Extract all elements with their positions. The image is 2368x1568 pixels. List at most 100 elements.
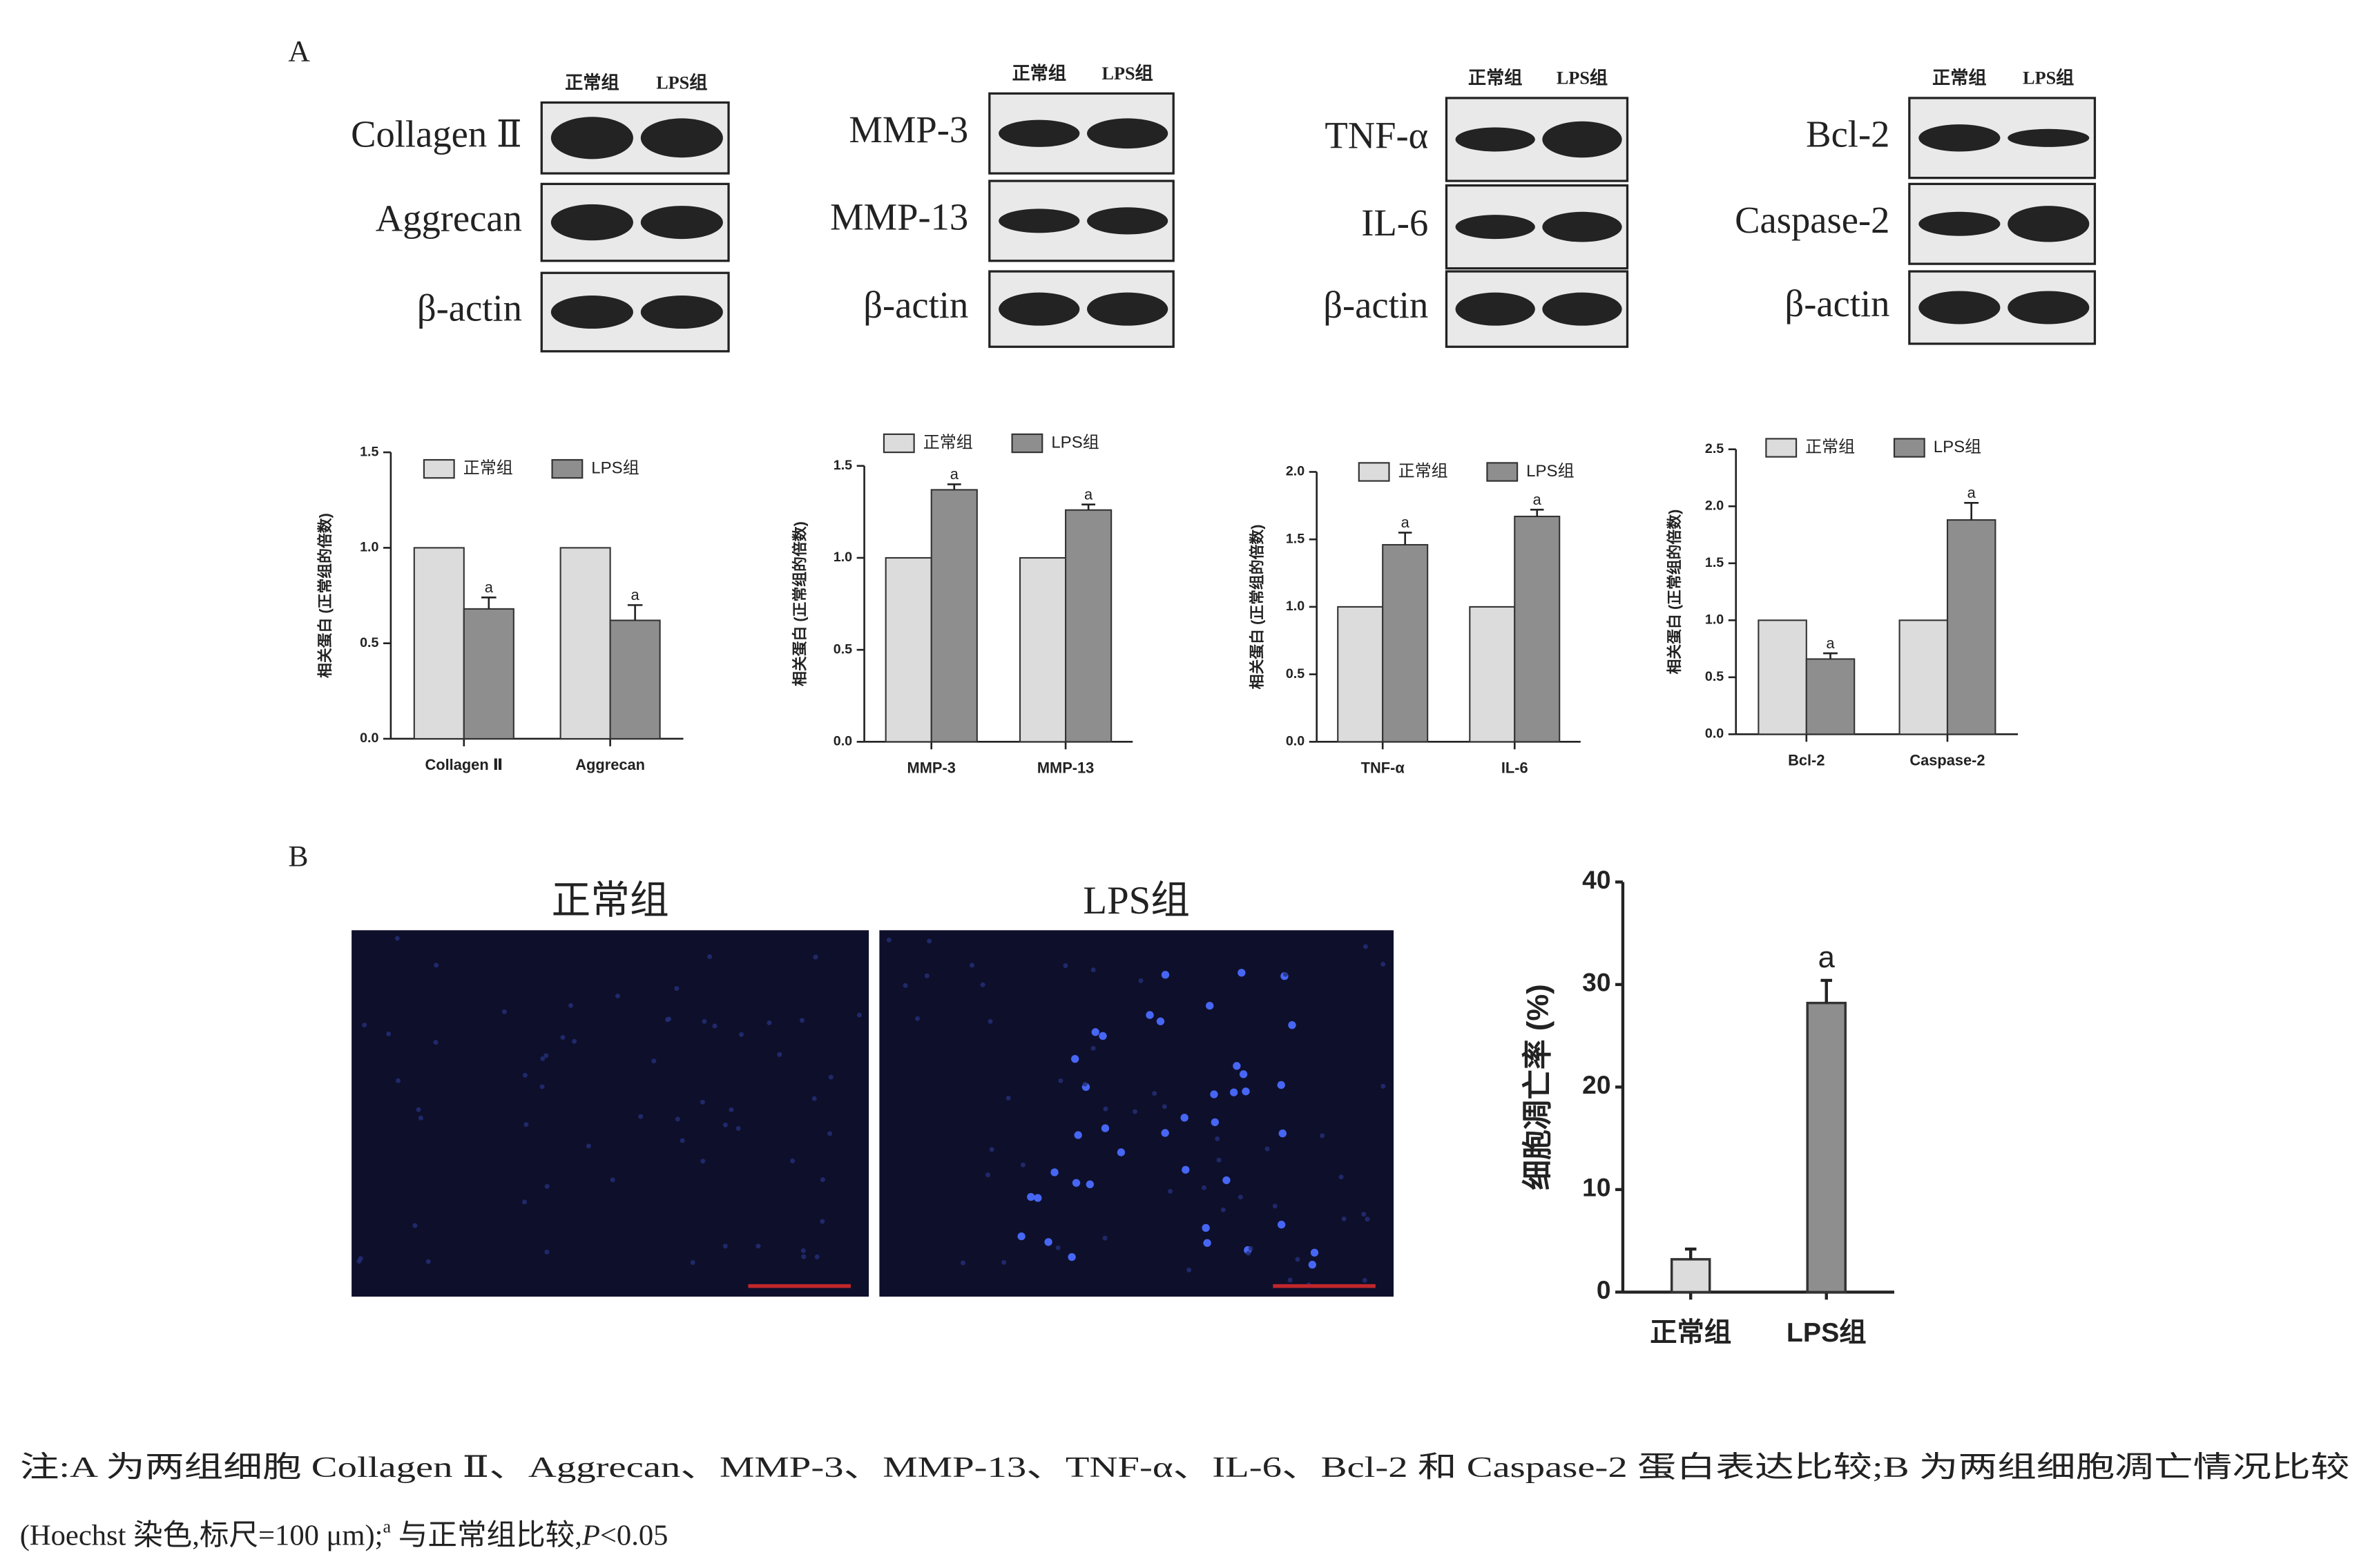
bar	[1898, 619, 1949, 735]
nucleus	[1278, 1129, 1287, 1138]
nucleus	[675, 1116, 680, 1122]
blot-band	[1542, 211, 1622, 242]
y-axis-label: 相关蛋白 (正常组的倍数)	[791, 521, 809, 686]
nucleus	[1058, 1078, 1063, 1083]
y-tick-label: 1.0	[1705, 612, 1724, 628]
image-title: 正常组	[551, 879, 668, 922]
nucleus	[638, 1114, 644, 1119]
nucleus	[820, 1177, 825, 1183]
error-bar	[1964, 502, 1979, 521]
nucleus	[1277, 1081, 1285, 1090]
nucleus	[988, 1018, 993, 1024]
blot-band	[1087, 118, 1168, 149]
y-axis-label: 细胞凋亡率 (%)	[1521, 984, 1554, 1190]
y-tick-label: 2.0	[1705, 498, 1724, 513]
nucleus	[1222, 1176, 1231, 1185]
nucleus	[523, 1122, 529, 1127]
nucleus	[1380, 1083, 1386, 1089]
nucleus	[1156, 1017, 1165, 1025]
error-bar	[1398, 532, 1412, 545]
lane-label: 正常组	[565, 72, 619, 93]
bar	[930, 489, 978, 743]
y-tick-label: 1.5	[1286, 531, 1305, 546]
x-tick-label: 正常组	[1650, 1317, 1731, 1348]
nucleus	[735, 1125, 741, 1131]
protein-label: Caspase-2	[1735, 199, 1889, 241]
nucleus	[813, 954, 818, 960]
legend-label: 正常组	[923, 433, 973, 452]
blot-band	[640, 118, 723, 158]
blot-band	[1087, 292, 1168, 326]
nucleus	[827, 1131, 833, 1136]
nucleus	[1152, 1091, 1157, 1096]
legend-swatch	[883, 433, 915, 454]
bar	[1065, 509, 1113, 743]
nucleus	[722, 1122, 728, 1127]
blot-band	[1918, 124, 2001, 152]
blot-band	[550, 117, 633, 159]
nucleus	[801, 1254, 807, 1259]
legend-label: LPS组	[1526, 462, 1574, 481]
nucleus	[540, 1056, 546, 1061]
nucleus	[434, 962, 439, 968]
image-title: LPS组	[1083, 879, 1190, 922]
nucleus	[680, 1138, 685, 1143]
nucleus	[1167, 1188, 1173, 1194]
protein-label: β-actin	[863, 284, 968, 326]
blot-band	[1918, 211, 2001, 236]
y-tick-label: 1.5	[834, 458, 852, 473]
caption-segment: 与正常组比较,	[391, 1519, 582, 1551]
nucleus	[729, 1107, 734, 1112]
y-tick-label: 1.0	[360, 540, 378, 555]
significance-label: a	[1967, 484, 1976, 501]
nucleus	[1082, 1081, 1088, 1087]
legend-swatch	[1765, 438, 1798, 458]
nucleus	[1277, 1221, 1286, 1229]
nucleus	[1287, 1277, 1293, 1283]
significance-label: a	[1533, 491, 1542, 508]
y-tick-label: 0.0	[1705, 726, 1724, 742]
nucleus	[362, 1023, 367, 1028]
legend-swatch	[1358, 462, 1390, 482]
bar	[1469, 606, 1516, 743]
nucleus	[1363, 944, 1368, 949]
nucleus	[1180, 1114, 1188, 1122]
nucleus	[666, 1016, 672, 1022]
blot-band	[1455, 127, 1535, 152]
nucleus	[1068, 1252, 1076, 1261]
nucleus	[1206, 1001, 1214, 1010]
nucleus	[712, 1023, 718, 1029]
nucleus	[1201, 1185, 1206, 1190]
nucleus	[1338, 1174, 1344, 1180]
bar	[559, 547, 611, 740]
nucleus	[820, 1219, 825, 1224]
nucleus	[1086, 1180, 1095, 1189]
x-tick-label: LPS组	[1787, 1317, 1867, 1348]
significance-label: a	[1826, 635, 1835, 652]
nucleus	[1070, 1054, 1079, 1063]
y-tick-label: 30	[1582, 968, 1610, 997]
nucleus	[1099, 1032, 1107, 1041]
legend-swatch	[1011, 433, 1043, 454]
protein-label: β-actin	[417, 287, 522, 329]
nucleus	[1162, 1104, 1167, 1110]
nucleus	[522, 1072, 528, 1078]
nucleus	[1246, 1250, 1251, 1256]
bar	[463, 608, 514, 740]
x-tick-label: MMP-13	[1037, 759, 1094, 776]
protein-label: IL-6	[1361, 202, 1428, 244]
nucleus	[1146, 1011, 1154, 1019]
y-tick-label: 10	[1582, 1173, 1610, 1202]
nucleus	[790, 1158, 796, 1163]
x-tick-label: IL-6	[1501, 759, 1528, 776]
blot-band	[1087, 207, 1168, 235]
nucleus	[1239, 1070, 1248, 1078]
bar	[1806, 1001, 1847, 1294]
error-bar	[1684, 1247, 1697, 1259]
blot-band	[550, 204, 633, 241]
y-tick-label: 0.0	[1286, 734, 1305, 749]
nucleus	[572, 1038, 577, 1044]
caption-segment: a	[383, 1516, 392, 1536]
nucleus	[707, 954, 713, 960]
